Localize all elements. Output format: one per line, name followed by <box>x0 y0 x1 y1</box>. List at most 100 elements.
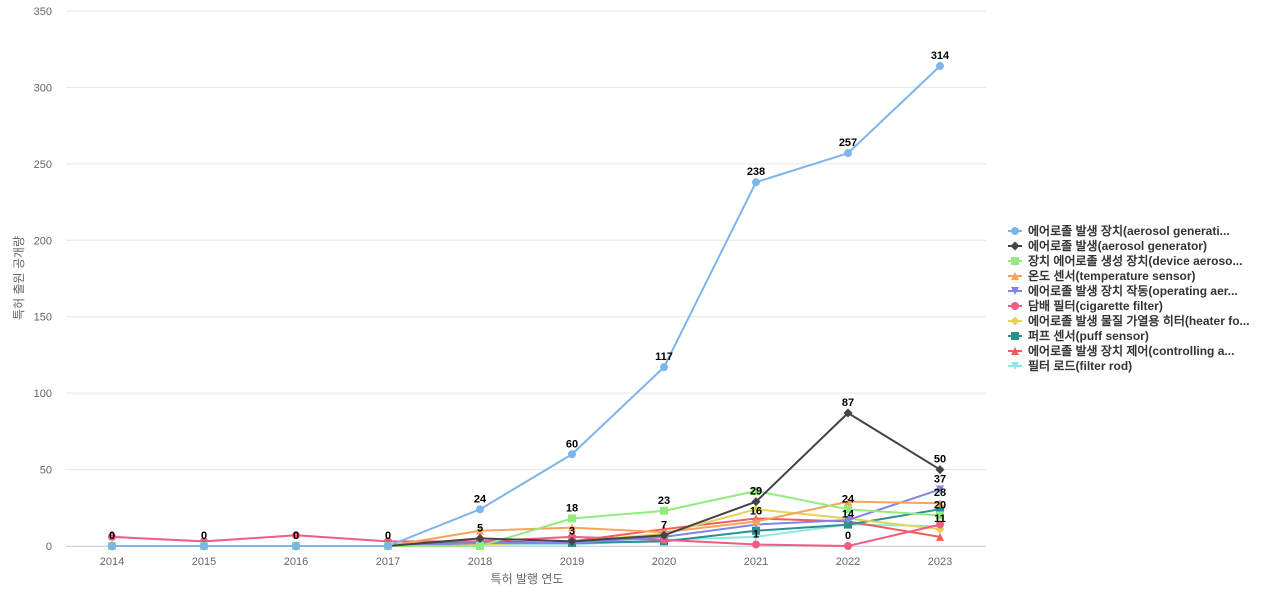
legend-label: 담배 필터(cigarette filter) <box>1028 298 1163 313</box>
legend-marker <box>1011 362 1019 370</box>
legend-item[interactable]: 담배 필터(cigarette filter) <box>1008 298 1163 313</box>
y-tick-label: 100 <box>34 388 52 400</box>
legend-label: 필터 로드(filter rod) <box>1028 358 1132 373</box>
x-tick-label: 2020 <box>652 556 676 568</box>
series-line <box>112 488 941 547</box>
data-point <box>844 520 852 529</box>
data-point <box>936 499 944 508</box>
legend-item[interactable]: 에어로졸 발생 장치 작동(operating aer... <box>1008 283 1238 298</box>
legend-marker <box>1011 287 1019 295</box>
data-point <box>752 178 760 187</box>
legend-label: 에어로졸 발생 장치 작동(operating aer... <box>1028 283 1238 298</box>
legend-label: 장치 에어로졸 생성 장치(device aeroso... <box>1028 253 1242 268</box>
legend-item[interactable]: 에어로졸 발생(aerosol generator) <box>1008 238 1207 253</box>
x-tick-label: 2015 <box>192 556 216 568</box>
data-label: 238 <box>747 166 765 178</box>
y-tick-label: 350 <box>34 6 52 18</box>
data-point <box>660 363 668 372</box>
x-tick-label: 2023 <box>928 556 952 568</box>
legend-marker <box>1011 302 1019 310</box>
data-label: 20 <box>934 499 946 511</box>
legend-marker <box>1011 257 1019 265</box>
x-tick-label: 2014 <box>100 556 124 568</box>
data-label: 29 <box>750 486 762 498</box>
data-point <box>752 532 760 541</box>
series-layer <box>107 62 945 551</box>
data-label: 0 <box>293 530 299 542</box>
data-point <box>475 533 485 543</box>
y-tick-label: 200 <box>34 235 52 247</box>
legend-marker <box>1011 227 1019 235</box>
y-tick-label: 250 <box>34 159 52 171</box>
data-point <box>935 465 945 475</box>
data-label-layer: 0 0 0 0 24 5 60 18 3 117 23 7 238 29 16 1 257 87 24 14 0 314 5… <box>109 50 950 542</box>
data-point <box>751 497 761 507</box>
grid-layer <box>66 10 986 547</box>
y-tick-label: 150 <box>34 312 52 324</box>
data-label: 7 <box>661 519 667 531</box>
data-point <box>659 530 669 540</box>
legend-marker <box>1011 272 1019 280</box>
data-point <box>844 149 852 158</box>
data-point <box>844 497 852 506</box>
legend-label: 에어로졸 발생 장치 제어(controlling a... <box>1028 343 1234 358</box>
x-axis-title: 특허 발행 연도 <box>491 571 564 586</box>
data-label: 60 <box>566 438 578 450</box>
data-label: 24 <box>474 493 487 505</box>
data-point <box>844 516 852 525</box>
data-label: 28 <box>934 487 946 499</box>
data-label: 14 <box>842 509 855 521</box>
data-label: 18 <box>566 502 578 514</box>
legend[interactable]: 에어로졸 발생 장치(aerosol generati...에어로졸 발생(ae… <box>1008 223 1250 373</box>
legend-item[interactable]: 퍼프 센서(puff sensor) <box>1008 328 1149 343</box>
data-point <box>752 540 760 549</box>
data-label: 50 <box>934 454 946 466</box>
data-point <box>844 542 852 550</box>
data-label: 11 <box>934 513 946 525</box>
data-point <box>476 505 484 514</box>
data-point <box>936 520 944 529</box>
x-tick-label: 2018 <box>468 556 492 568</box>
series-line <box>112 489 941 547</box>
data-point <box>843 408 853 418</box>
data-label: 257 <box>839 137 857 149</box>
data-label: 0 <box>109 530 115 542</box>
data-label: 87 <box>842 397 854 409</box>
y-axis-title: 특허 출원 공개량 <box>12 236 26 320</box>
data-point <box>292 531 300 540</box>
series-line <box>112 65 941 547</box>
data-point <box>476 526 484 535</box>
x-tick-label: 2016 <box>284 556 308 568</box>
legend-marker <box>1010 241 1020 251</box>
y-tick-label: 50 <box>40 465 52 477</box>
legend-label: 온도 센서(temperature sensor) <box>1028 268 1196 283</box>
data-label: 117 <box>655 351 673 363</box>
data-label: 24 <box>842 493 855 505</box>
data-point <box>752 526 760 535</box>
data-label: 314 <box>931 50 950 62</box>
data-point <box>936 505 944 514</box>
series-1 <box>108 62 944 550</box>
data-point <box>476 542 484 550</box>
legend-item[interactable]: 필터 로드(filter rod) <box>1008 358 1132 373</box>
legend-item[interactable]: 에어로졸 발생 장치 제어(controlling a... <box>1008 343 1234 358</box>
legend-item[interactable]: 에어로졸 발생 장치(aerosol generati... <box>1008 223 1230 238</box>
data-point <box>384 542 392 550</box>
data-label: 1 <box>753 528 759 540</box>
legend-label: 에어로졸 발생 물질 가열용 히터(heater fo... <box>1028 313 1250 328</box>
legend-label: 퍼프 센서(puff sensor) <box>1028 328 1149 343</box>
data-point <box>936 62 944 71</box>
data-label: 0 <box>845 530 851 542</box>
data-point <box>568 532 576 541</box>
legend-item[interactable]: 장치 에어로졸 생성 장치(device aeroso... <box>1008 253 1242 268</box>
data-point <box>660 506 668 515</box>
legend-item[interactable]: 온도 센서(temperature sensor) <box>1008 268 1196 283</box>
data-point <box>844 505 852 514</box>
x-tick-label: 2022 <box>836 556 860 568</box>
data-point <box>568 523 576 532</box>
data-point <box>752 486 760 495</box>
legend-item[interactable]: 에어로졸 발생 물질 가열용 히터(heater fo... <box>1008 313 1250 328</box>
